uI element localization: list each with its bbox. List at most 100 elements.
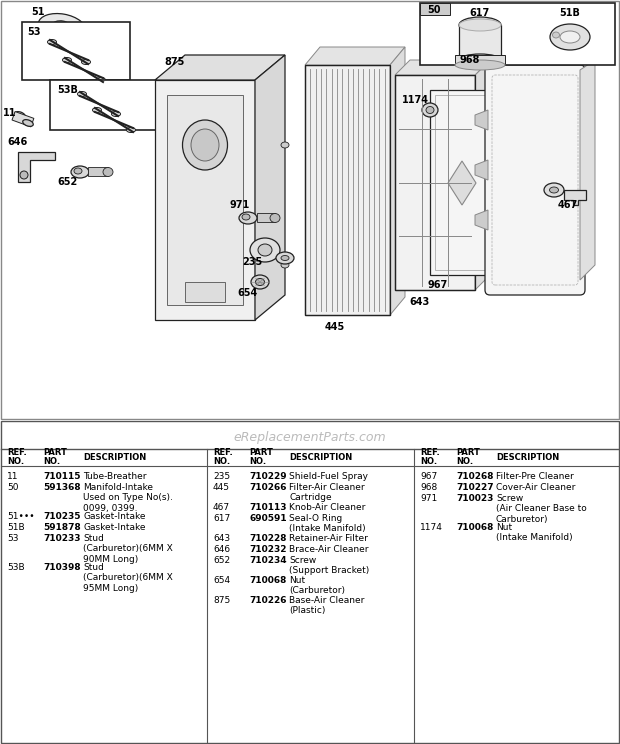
Ellipse shape: [459, 19, 501, 31]
Text: 646: 646: [213, 545, 230, 554]
Ellipse shape: [182, 120, 228, 170]
Text: 710113: 710113: [249, 503, 286, 512]
Text: Filter-Air Cleaner
Cartridge: Filter-Air Cleaner Cartridge: [289, 483, 365, 502]
Ellipse shape: [550, 24, 590, 50]
Text: 51B: 51B: [560, 8, 580, 18]
Bar: [435, 95, 490, 270]
Ellipse shape: [52, 21, 72, 33]
Text: 652: 652: [58, 177, 78, 187]
Polygon shape: [395, 60, 490, 75]
Text: PART
NO.: PART NO.: [456, 448, 480, 466]
Bar: [493, 216, 503, 230]
Text: Gasket-Intake: Gasket-Intake: [83, 512, 146, 521]
Bar: [395, 75, 475, 290]
Ellipse shape: [81, 60, 91, 65]
Bar: [493, 126, 503, 140]
Text: Nut
(Intake Manifold): Nut (Intake Manifold): [496, 523, 573, 542]
Polygon shape: [448, 161, 476, 205]
Ellipse shape: [455, 60, 505, 70]
Ellipse shape: [23, 120, 33, 126]
Ellipse shape: [38, 13, 86, 40]
Bar: [12, 112, 34, 126]
Bar: [493, 171, 503, 185]
Polygon shape: [475, 110, 488, 130]
Ellipse shape: [71, 166, 89, 178]
Text: 971: 971: [420, 494, 437, 503]
Ellipse shape: [48, 39, 56, 45]
Bar: [185, 282, 225, 302]
Bar: [430, 90, 495, 275]
Text: 654: 654: [238, 288, 258, 298]
Text: 591878: 591878: [43, 523, 81, 532]
Ellipse shape: [281, 255, 289, 260]
Text: 710232: 710232: [249, 545, 286, 554]
Polygon shape: [580, 60, 595, 280]
Text: 53B: 53B: [58, 85, 79, 95]
Ellipse shape: [459, 54, 501, 66]
Text: Screw
(Support Bracket): Screw (Support Bracket): [289, 556, 370, 575]
Text: 1174: 1174: [402, 95, 428, 105]
Text: 710233: 710233: [43, 534, 81, 543]
Text: 643: 643: [410, 297, 430, 307]
Ellipse shape: [549, 187, 559, 193]
Text: Retainer-Air Filter: Retainer-Air Filter: [289, 534, 368, 543]
Ellipse shape: [92, 107, 102, 112]
Ellipse shape: [459, 17, 501, 33]
Text: 51•••: 51•••: [7, 512, 35, 521]
Bar: [420, 3, 450, 15]
Polygon shape: [390, 47, 405, 315]
Ellipse shape: [560, 31, 580, 43]
Text: Brace-Air Cleaner: Brace-Air Cleaner: [289, 545, 368, 554]
Ellipse shape: [112, 112, 120, 117]
Text: 710229: 710229: [249, 472, 286, 481]
Text: 710226: 710226: [249, 596, 286, 605]
Text: 11: 11: [7, 472, 19, 481]
Ellipse shape: [270, 214, 280, 222]
Text: 875: 875: [165, 57, 185, 67]
Bar: [50, 80, 170, 130]
Text: 710268: 710268: [456, 472, 494, 481]
Bar: [395, 75, 475, 290]
Text: PART
NO.: PART NO.: [249, 448, 273, 466]
Text: eReplacementParts.com: eReplacementParts.com: [234, 431, 386, 443]
Text: 1174: 1174: [420, 523, 443, 532]
Text: 968: 968: [420, 483, 437, 492]
Text: 710023: 710023: [456, 494, 494, 503]
Text: 53: 53: [27, 27, 41, 37]
Text: 710398: 710398: [43, 563, 81, 572]
Text: Tube-Breather: Tube-Breather: [83, 472, 146, 481]
Text: 710115: 710115: [43, 472, 81, 481]
Ellipse shape: [255, 278, 265, 286]
Text: 445: 445: [325, 322, 345, 332]
Text: Cover-Air Cleaner: Cover-Air Cleaner: [496, 483, 575, 492]
Text: REF.
NO.: REF. NO.: [420, 448, 440, 466]
Text: Nut
(Carburetor): Nut (Carburetor): [289, 576, 345, 595]
Text: 875: 875: [213, 596, 230, 605]
Bar: [155, 80, 255, 320]
Text: 643: 643: [213, 534, 230, 543]
Text: DESCRIPTION: DESCRIPTION: [289, 452, 352, 461]
Bar: [455, 55, 505, 65]
Bar: [167, 95, 243, 305]
Text: 971: 971: [230, 200, 250, 210]
Text: 710068: 710068: [456, 523, 494, 532]
Text: Filter-Pre Cleaner: Filter-Pre Cleaner: [496, 472, 574, 481]
Bar: [22, 22, 130, 80]
Polygon shape: [475, 60, 490, 290]
Ellipse shape: [426, 106, 434, 114]
Text: 710068: 710068: [249, 576, 286, 585]
Text: 50: 50: [7, 483, 19, 492]
Text: 652: 652: [213, 556, 230, 565]
Text: Manifold-Intake
Used on Type No(s).
0099, 0399.: Manifold-Intake Used on Type No(s). 0099…: [83, 483, 173, 513]
Text: 51B: 51B: [7, 523, 25, 532]
Polygon shape: [18, 152, 55, 182]
Text: Shield-Fuel Spray: Shield-Fuel Spray: [289, 472, 368, 481]
Ellipse shape: [281, 262, 289, 268]
Ellipse shape: [281, 142, 289, 148]
Text: 11: 11: [3, 108, 17, 118]
Ellipse shape: [20, 171, 28, 179]
Polygon shape: [305, 47, 405, 65]
Ellipse shape: [251, 275, 269, 289]
Polygon shape: [475, 210, 488, 230]
Text: 654: 654: [213, 576, 230, 585]
